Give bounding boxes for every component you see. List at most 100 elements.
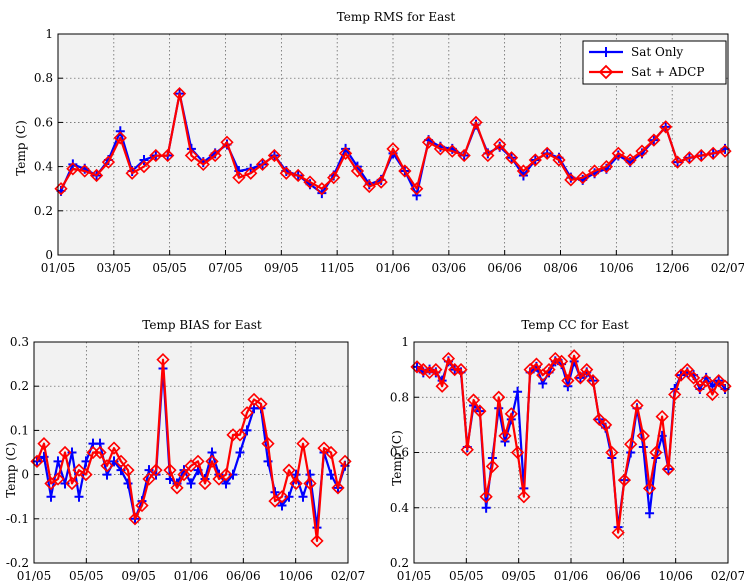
bias-point-sat-adcp	[296, 437, 310, 451]
bias-ytick-label: 0.2	[10, 379, 29, 393]
rms-point-sat-adcp	[433, 142, 448, 156]
cc-point-sat-adcp	[605, 445, 619, 460]
cc-point-sat-adcp	[410, 360, 424, 374]
cc-point-sat-adcp	[479, 490, 493, 504]
bias-xtick-label: 05/05	[69, 569, 104, 583]
rms-point-sat-adcp	[184, 148, 199, 163]
rms-point-sat-adcp	[623, 153, 637, 167]
bias-point-sat-adcp	[51, 472, 65, 486]
cc-point-sat-adcp	[454, 362, 468, 377]
rms-point-sat-adcp	[303, 175, 317, 189]
cc-axes-frame	[413, 341, 729, 564]
bias-point-sat-adcp	[100, 459, 114, 473]
cc-point-sat-adcp	[630, 398, 644, 413]
bias-ytick-label: -0.1	[6, 512, 29, 526]
rms-xtick-label: 02/07	[711, 261, 744, 275]
bias-xtick-label: 10/06	[278, 569, 313, 583]
bias-point-sat-adcp	[331, 481, 345, 495]
cc-point-sat-adcp	[617, 473, 632, 487]
bias-point-sat-adcp	[121, 463, 135, 477]
cc-point-sat-adcp	[718, 379, 732, 393]
cc-point-sat-adcp	[466, 393, 481, 407]
bias-ytick-label: 0.1	[10, 423, 29, 437]
rms-point-sat-adcp	[611, 146, 625, 160]
bias-axes-frame	[33, 341, 349, 564]
cc-point-sat-adcp	[561, 374, 575, 388]
cc-point-sat-adcp	[642, 481, 657, 496]
bias-point-sat-adcp	[310, 534, 324, 548]
cc-ytick-label: 1	[401, 335, 409, 349]
rms-point-sat-adcp	[89, 168, 104, 183]
cc-ylabel: Temp (C)	[390, 430, 404, 486]
cc-ytick-label: 0.8	[390, 390, 409, 404]
cc-ytick-label: 0.4	[390, 501, 409, 515]
rms-xtick-label: 09/05	[264, 261, 299, 275]
bias-point-sat-adcp	[163, 463, 177, 477]
bias-xtick-label: 09/05	[121, 569, 156, 583]
cc-point-sat-adcp	[517, 490, 531, 504]
cc-point-sat-adcp	[686, 371, 701, 385]
rms-point-sat-adcp	[410, 182, 424, 196]
rms-point-sat-adcp	[528, 153, 542, 167]
cc-ytick-label: 0.2	[390, 556, 409, 570]
rms-point-sat-adcp	[599, 159, 614, 174]
cc-xtick-label: 01/06	[554, 569, 589, 583]
bias-point-sat-adcp	[107, 441, 121, 455]
bias-point-sat-adcp	[261, 437, 275, 451]
rms-xtick-label: 12/06	[655, 261, 690, 275]
bias-point-sat-adcp	[275, 490, 289, 504]
bias-point-sat-adcp	[114, 454, 128, 468]
bias-point-sat-adcp	[247, 392, 261, 407]
rms-point-sat-adcp	[101, 155, 116, 169]
rms-point-sat-adcp	[564, 173, 578, 187]
bias-point-sat-only	[74, 491, 84, 502]
bias-point-sat-adcp	[149, 463, 163, 477]
rms-point-sat-adcp	[694, 148, 708, 163]
cc-point-sat-adcp	[705, 387, 720, 402]
rms-point-sat-adcp	[481, 148, 495, 163]
rms-point-sat-adcp	[469, 115, 483, 130]
bias-point-sat-adcp	[205, 454, 219, 468]
bias-point-sat-adcp	[79, 467, 93, 482]
rms-xtick-label: 07/05	[208, 261, 243, 275]
cc-title: Temp CC for East	[521, 318, 629, 332]
bias-ytick-label: -0.2	[6, 556, 29, 570]
rms-point-sat-adcp	[172, 87, 187, 101]
rms-point-sat-adcp	[516, 164, 531, 178]
rms-point-sat-adcp	[66, 162, 80, 176]
rms-point-sat-adcp	[161, 148, 175, 163]
rms-ylabel: Temp (C)	[14, 120, 28, 176]
bias-point-sat-adcp	[317, 441, 331, 455]
legend-marker-sat-adcp	[598, 64, 614, 80]
rms-point-sat-adcp	[670, 155, 685, 169]
rms-point-sat-adcp	[504, 151, 519, 165]
rms-xtick-label: 10/06	[599, 261, 634, 275]
rms-point-sat-adcp	[232, 171, 246, 185]
bias-point-sat-adcp	[198, 476, 212, 491]
bias-point-sat-only	[81, 456, 91, 467]
rms-point-sat-adcp	[682, 151, 697, 165]
bias-ytick-label: 0.3	[10, 335, 29, 349]
cc-ytick-label: 0.6	[390, 446, 409, 460]
cc-xtick-label: 09/05	[501, 569, 536, 583]
rms-point-sat-adcp	[267, 148, 282, 163]
bias-point-sat-only	[242, 425, 252, 436]
rms-xtick-label: 01/06	[376, 261, 411, 275]
legend-label-sat-adcp: Sat + ADCP	[631, 65, 704, 79]
cc-point-sat-adcp	[416, 362, 430, 377]
bias-title: Temp BIAS for East	[142, 318, 262, 332]
cc-point-sat-adcp	[510, 445, 525, 460]
legend-label-sat-only: Sat Only	[631, 45, 683, 59]
bias-point-sat-only	[235, 447, 245, 458]
rms-point-sat-adcp	[398, 164, 412, 178]
bias-point-sat-adcp	[30, 454, 44, 468]
rms-point-sat-adcp	[647, 133, 661, 147]
cc-point-sat-adcp	[542, 362, 556, 377]
cc-point-sat-adcp	[573, 371, 588, 385]
rms-point-sat-adcp	[208, 148, 222, 163]
rms-point-sat-adcp	[493, 137, 507, 152]
bias-point-sat-only	[284, 491, 294, 502]
cc-point-sat-adcp	[554, 354, 569, 368]
cc-panel: Temp CC for East Temp (C) 0.2 0.4 0.6 0.8 1 0…	[390, 318, 744, 583]
